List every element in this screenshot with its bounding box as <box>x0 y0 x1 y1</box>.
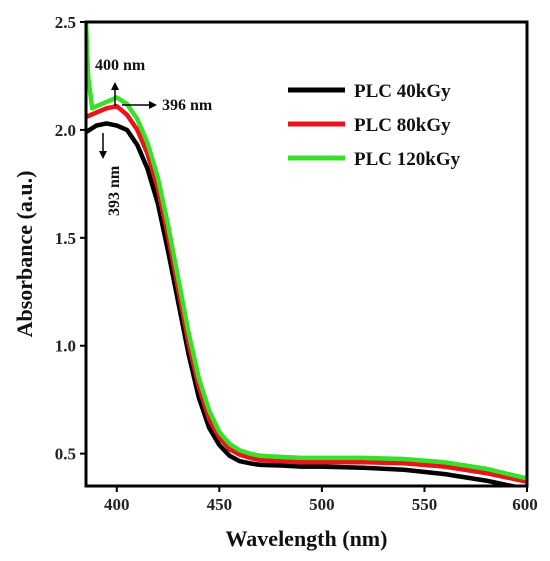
x-tick-label: 450 <box>207 495 233 514</box>
legend-label-plc-40kgy: PLC 40kGy <box>354 81 451 102</box>
legend: PLC 40kGy PLC 80kGy PLC 120kGy <box>288 81 461 170</box>
y-tick-label: 2.5 <box>55 13 76 32</box>
ticks-layer: 400 450 500 550 600 0.5 1.0 1.5 2.0 2.5 <box>55 13 538 514</box>
legend-label-plc-80kgy: PLC 80kGy <box>354 115 451 136</box>
x-tick-label: 500 <box>309 495 335 514</box>
y-tick-label: 1.0 <box>55 337 76 356</box>
annotation-400nm: 400 nm <box>95 57 146 74</box>
x-tick-label: 600 <box>512 495 538 514</box>
x-tick-label: 550 <box>412 495 438 514</box>
annotation-393nm: 393 nm <box>106 165 123 216</box>
y-tick-label: 0.5 <box>55 445 76 464</box>
y-axis-title: Absorbance (a.u.) <box>12 171 37 338</box>
y-tick-label: 1.5 <box>55 229 76 248</box>
series-line-plc-40kgy <box>86 121 523 486</box>
series-line-plc-120kgy <box>86 22 527 481</box>
y-tick-label: 2.0 <box>55 121 76 140</box>
annotations: 400 nm 396 nm 393 nm <box>95 57 213 216</box>
annotation-396nm: 396 nm <box>162 97 213 114</box>
plot-frame <box>84 20 529 488</box>
x-axis-title: Wavelength (nm) <box>226 526 388 551</box>
series-line-plc-80kgy <box>86 103 527 484</box>
legend-label-plc-120kgy: PLC 120kGy <box>354 149 461 170</box>
series-layer <box>86 22 527 486</box>
x-tick-label: 400 <box>104 495 130 514</box>
